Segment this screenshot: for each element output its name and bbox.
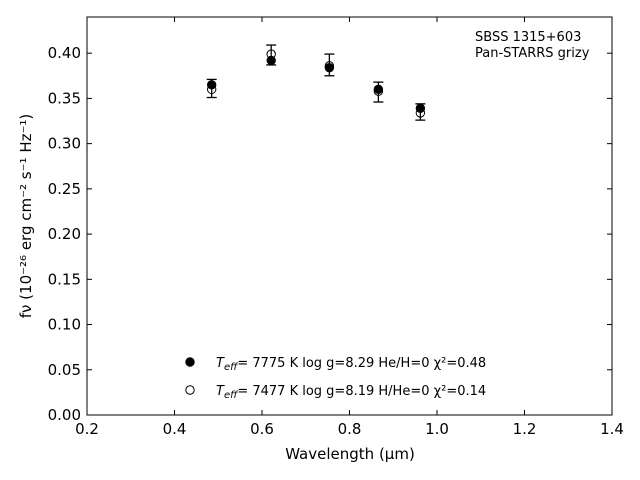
point-open bbox=[373, 86, 384, 96]
legend-label-2: Teff= 7477 K log g=8.19 H/He=0 χ²=0.14 bbox=[216, 384, 486, 401]
point-filled bbox=[324, 62, 335, 73]
y-tick-label: 0.25 bbox=[48, 180, 81, 198]
x-tick-label: 1.4 bbox=[600, 420, 624, 438]
x-tick-label: 0.2 bbox=[75, 420, 99, 438]
x-tick-label: 0.4 bbox=[163, 420, 187, 438]
y-tick-label: 0.05 bbox=[48, 361, 81, 379]
point-open bbox=[206, 84, 217, 95]
x-tick-label: 0.6 bbox=[250, 420, 274, 438]
legend: Teff= 7775 K log g=8.29 He/H=0 χ²=0.48 T… bbox=[185, 356, 486, 401]
y-tick-label: 0.00 bbox=[48, 406, 81, 424]
legend-2-prefix: T bbox=[216, 384, 225, 399]
plot-frame bbox=[86, 16, 613, 416]
y-tick-label: 0.35 bbox=[48, 89, 81, 107]
y-tick-label: 0.20 bbox=[48, 225, 81, 243]
x-tick-label: 1.0 bbox=[425, 420, 449, 438]
point-filled bbox=[373, 84, 384, 95]
annotation-filters: Pan-STARRS grizy bbox=[475, 46, 590, 61]
legend-1-sub: eff bbox=[224, 362, 239, 373]
y-axis-label: fν (10⁻²⁶ erg cm⁻² s⁻¹ Hz⁻¹) bbox=[17, 114, 35, 319]
point-open bbox=[415, 108, 426, 118]
legend-marker-open bbox=[185, 385, 195, 395]
legend-1-suffix: = 7775 K log g=8.29 He/H=0 χ²=0.48 bbox=[237, 356, 486, 371]
y-tick-label: 0.10 bbox=[48, 316, 81, 334]
x-tick-label: 0.8 bbox=[338, 420, 362, 438]
x-axis-label: Wavelength (μm) bbox=[285, 445, 415, 463]
point-open bbox=[266, 49, 276, 59]
legend-2-suffix: = 7477 K log g=8.19 H/He=0 χ²=0.14 bbox=[237, 384, 486, 399]
legend-2-sub: eff bbox=[224, 390, 239, 401]
point-open bbox=[324, 61, 335, 71]
y-tick-label: 0.15 bbox=[48, 270, 81, 288]
legend-marker-filled bbox=[185, 357, 195, 367]
y-tick-label: 0.30 bbox=[48, 135, 81, 153]
point-filled bbox=[266, 55, 276, 66]
x-tick-label: 1.2 bbox=[513, 420, 537, 438]
legend-label-1: Teff= 7775 K log g=8.29 He/H=0 χ²=0.48 bbox=[216, 356, 486, 373]
annotation-object: SBSS 1315+603 bbox=[475, 30, 581, 45]
legend-1-prefix: T bbox=[216, 356, 225, 371]
y-tick-label: 0.40 bbox=[48, 44, 81, 62]
